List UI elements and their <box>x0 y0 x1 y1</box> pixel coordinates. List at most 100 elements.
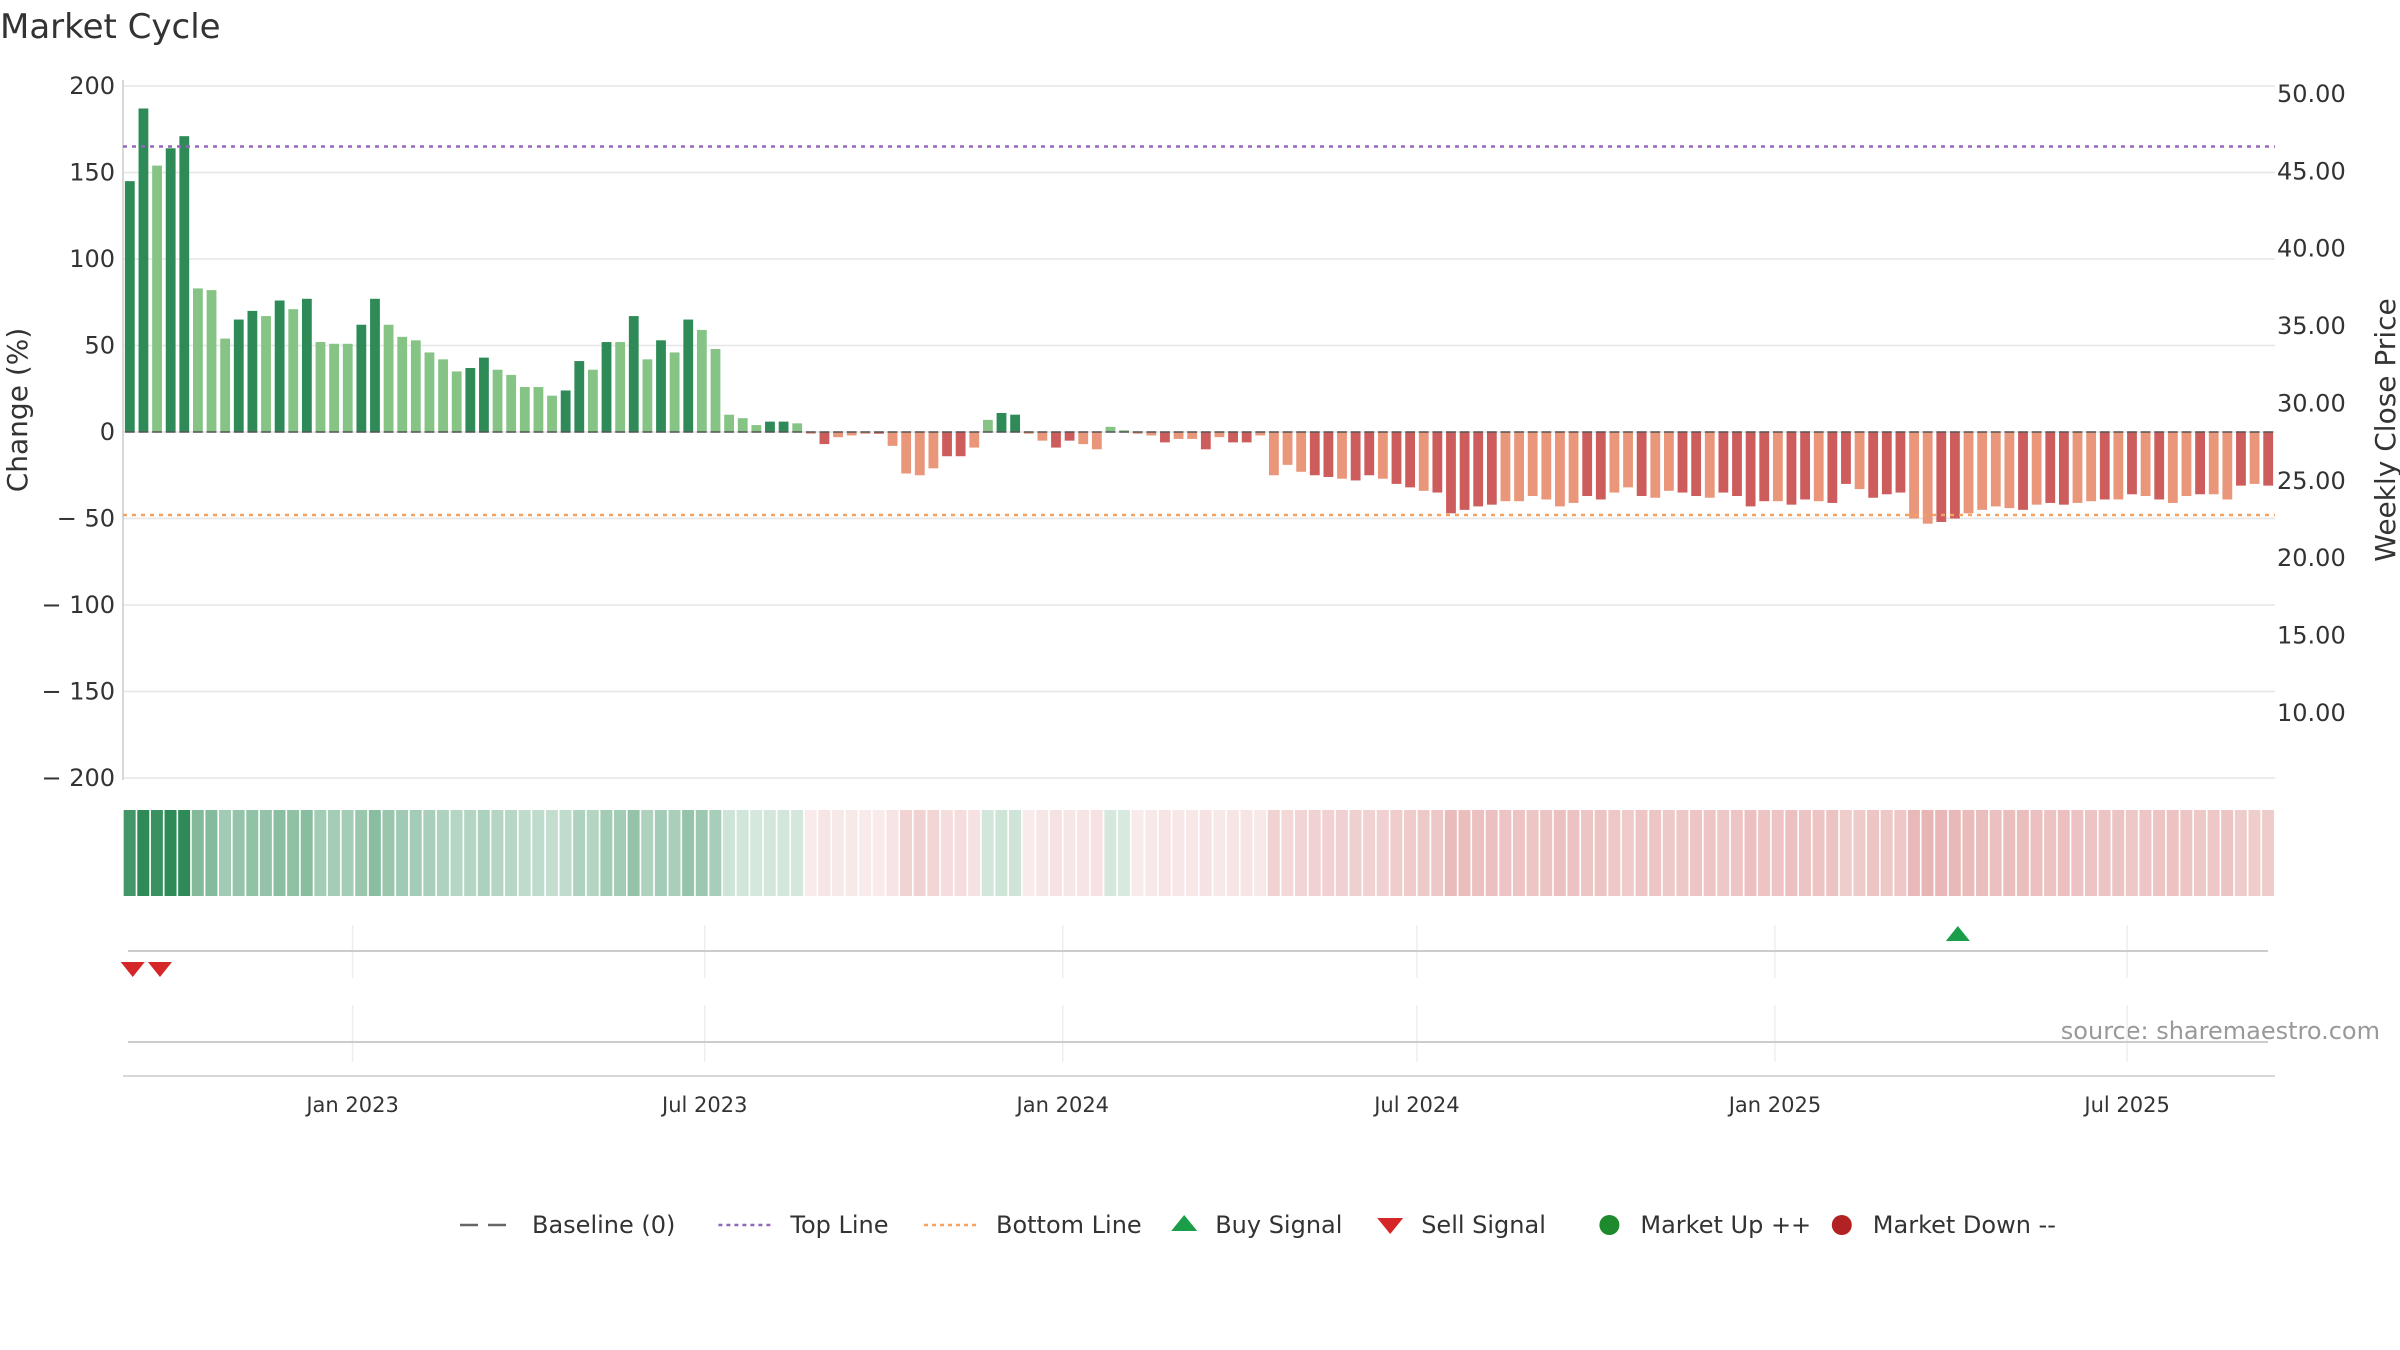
heat-strip-cell <box>1322 810 1335 896</box>
heat-strip-cell <box>1390 810 1403 896</box>
heat-strip-cell <box>123 810 136 896</box>
bar <box>152 165 162 432</box>
heat-strip-cell <box>1022 810 1035 896</box>
bar <box>370 298 380 432</box>
y-tick-label-right: 45.00 <box>2277 157 2346 185</box>
bar <box>383 324 394 432</box>
bar <box>1841 432 1851 484</box>
y-tick-label-left: 150 <box>69 159 115 187</box>
bar <box>233 319 244 432</box>
heat-strip-cell <box>1907 810 1920 896</box>
bar <box>1800 432 1811 500</box>
bar <box>465 367 476 432</box>
bar <box>2004 432 2015 509</box>
legend-triangle-up-icon <box>1171 1215 1198 1231</box>
heat-strip-cell <box>1989 810 2002 896</box>
heat-strip-cell <box>191 810 204 896</box>
buy-signal-marker <box>1945 926 1970 941</box>
y-axis-title-left: Change (%) <box>1 328 34 493</box>
x-tick-label: Jan 2024 <box>1015 1093 1110 1117</box>
heat-strip-cell <box>1090 810 1103 896</box>
bar <box>2222 432 2233 500</box>
bar <box>1732 432 1742 497</box>
y-tick-label-right: 30.00 <box>2277 389 2346 417</box>
bar <box>724 414 735 432</box>
bar <box>574 361 585 432</box>
legend-circle-icon <box>1831 1215 1852 1235</box>
heat-strip-cell <box>818 810 831 896</box>
bar <box>1473 432 1484 507</box>
legend: Baseline (0) Top Line Bottom Line Buy Signa… <box>460 1211 2056 1239</box>
x-tick-label: Jul 2024 <box>1372 1093 1459 1117</box>
heat-strip-cell <box>1172 810 1185 896</box>
bar <box>1405 432 1416 488</box>
heat-strip-cell <box>1540 810 1553 896</box>
bar <box>2031 432 2042 505</box>
heat-strip-cell <box>2003 810 2016 896</box>
heat-strip-cell <box>1485 810 1498 896</box>
bar <box>519 387 530 432</box>
bar <box>1446 432 1456 514</box>
y-tick-label-left: 200 <box>69 72 115 100</box>
heat-strip-cell <box>2098 810 2111 896</box>
heat-strip-cell <box>682 810 695 896</box>
bar <box>846 432 857 436</box>
y-tick-label-left: 50 <box>84 332 115 360</box>
bar <box>2167 432 2178 503</box>
heat-strip-cell <box>1335 810 1348 896</box>
bar <box>2058 432 2069 505</box>
heat-strip-cell <box>409 810 422 896</box>
heat-strip-cell <box>246 810 259 896</box>
bar <box>1950 432 1960 519</box>
bar <box>138 108 149 433</box>
legend-label: Top Line <box>789 1211 888 1239</box>
heat-strip-cell <box>137 810 150 896</box>
heat-strip-cell <box>1104 810 1117 896</box>
bar <box>1023 432 1034 434</box>
heat-strip-cell <box>777 810 790 896</box>
x-ticks: Jan 2023 Jul 2023 Jan 2024 Jul 2024 Jan 2025… <box>304 1093 2170 1117</box>
legend-label: Baseline (0) <box>532 1211 675 1239</box>
legend-item: Top Line <box>718 1211 889 1239</box>
bar <box>792 423 803 432</box>
y-ticks: 200 150 100 50 0 − 50 − 100 − 150 − 200 50.00 45.0… <box>41 72 2345 792</box>
bar <box>1228 432 1238 443</box>
bar <box>1582 432 1593 497</box>
bar <box>1459 432 1470 510</box>
source-label: source: sharemaestro.com <box>2061 1017 2380 1045</box>
heat-strip-cell <box>1880 810 1893 896</box>
bar <box>969 432 980 448</box>
heat-strip-cell <box>1839 810 1852 896</box>
heat-strip-cell <box>763 810 776 896</box>
bar <box>1827 432 1838 503</box>
heat-strip-cell <box>1798 810 1811 896</box>
y-tick-label-right: 35.00 <box>2277 312 2346 340</box>
heat-strip-cell <box>2166 810 2179 896</box>
bar <box>642 359 653 432</box>
heat-strip-cell <box>1472 810 1485 896</box>
heat-strip-cell <box>913 810 926 896</box>
heat-strip-cell <box>1921 810 1934 896</box>
bar <box>1555 432 1565 507</box>
heat-strip-cell <box>1730 810 1743 896</box>
bar <box>479 357 489 432</box>
heat-strip-cell <box>2153 810 2166 896</box>
bar <box>1486 432 1497 505</box>
legend-item: Baseline (0) <box>460 1211 675 1239</box>
bar <box>1745 432 1756 507</box>
bar <box>2045 432 2056 503</box>
bar <box>1091 432 1102 450</box>
heat-strip-cell <box>573 810 586 896</box>
bar <box>342 343 353 432</box>
heat-strip-cell <box>1744 810 1757 896</box>
bar <box>914 432 925 476</box>
heat-strip-cell <box>804 810 817 896</box>
heat-strip-cell <box>1267 810 1280 896</box>
bar <box>438 359 448 432</box>
bar <box>1269 432 1279 476</box>
bar <box>778 421 789 432</box>
heat-strip-cell <box>586 810 599 896</box>
bar <box>1309 432 1320 476</box>
heat-strip-cell <box>1771 810 1784 896</box>
